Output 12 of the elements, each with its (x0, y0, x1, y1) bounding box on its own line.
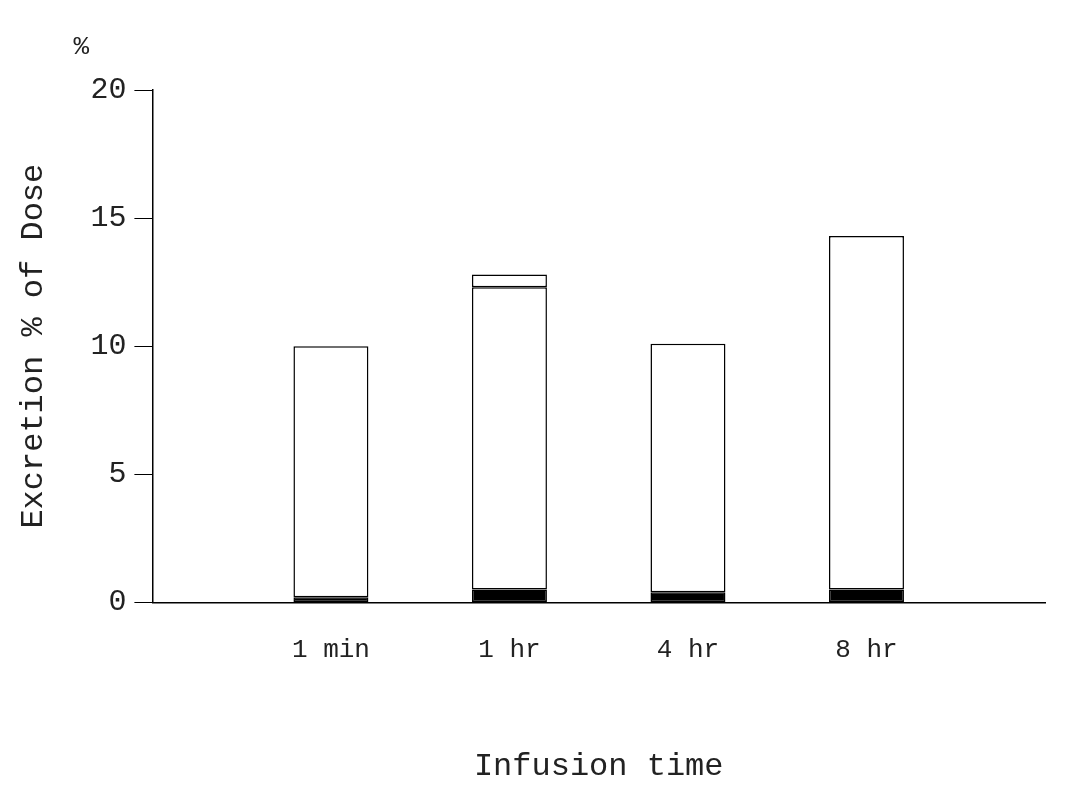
y-tick-label: 0 (108, 585, 127, 620)
y-tick-label: 20 (90, 72, 127, 107)
y-tick-label: 15 (90, 201, 127, 236)
x-axis-title: Infusion time (473, 748, 724, 786)
x-tick-label: 4 hr (656, 634, 720, 665)
y-tick-label: 5 (108, 457, 127, 492)
text: % (73, 31, 90, 62)
y-tick-label: 10 (90, 329, 127, 364)
x-tick-label: 1 min (291, 634, 370, 665)
y-axis-title: Excretion % of Dose (14, 163, 52, 529)
x-tick-label: 1 hr (478, 634, 541, 665)
x-tick-label: 8 hr (835, 634, 898, 665)
